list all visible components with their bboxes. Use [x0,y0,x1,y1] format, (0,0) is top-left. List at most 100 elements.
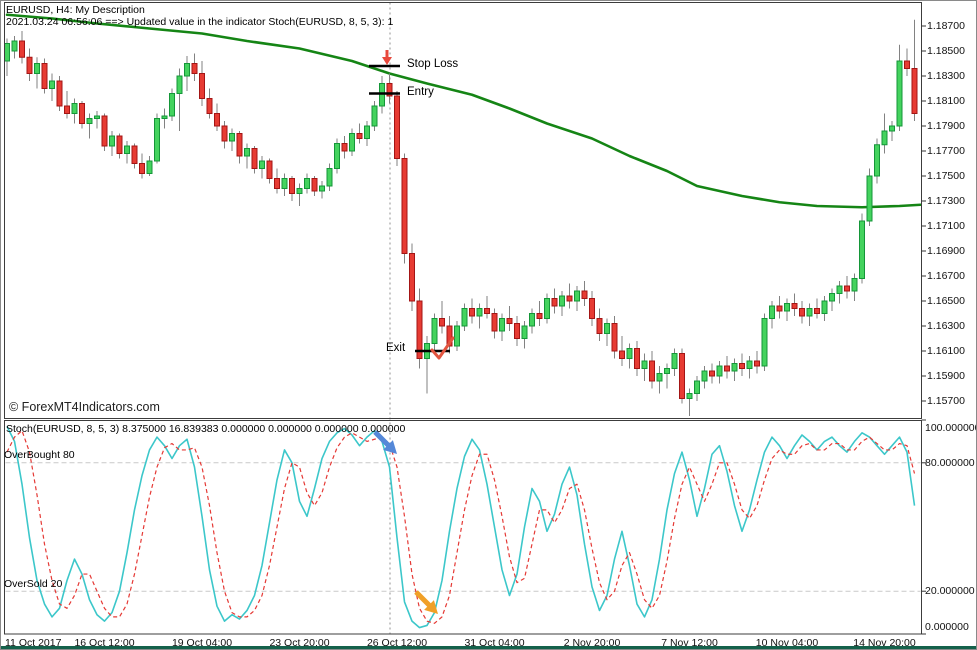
bull-candle [829,293,835,302]
bull-candle [559,295,565,307]
bull-candle [866,175,873,222]
bear-candle [416,300,423,359]
bear-candle [649,360,655,382]
bear-candle [911,68,918,114]
bear-candle [814,308,820,314]
stop-loss-line[interactable] [369,64,400,68]
price-axis-label: 1.15700 [927,395,965,407]
bear-candle [341,143,348,152]
stoch-level-lines [5,462,921,592]
stop-loss-label: Stop Loss [407,58,459,70]
bear-candle [79,103,85,124]
bull-candle [364,125,370,139]
entry-line[interactable] [369,92,400,95]
bear-candle [611,323,618,352]
price-axis-label: 1.16100 [927,345,965,357]
bull-candle [281,178,288,189]
bear-candle [199,73,205,99]
bull-candle [304,178,310,189]
bear-candle [619,350,625,359]
price-axis-label: 1.16500 [927,295,965,307]
bull-candle [731,363,738,372]
bear-candle [131,145,138,164]
bull-candle [544,298,550,319]
bull-candle [184,63,190,77]
stoch-main-line [6,426,916,629]
bull-candle [296,188,303,194]
exit-signal-arrow-icon [414,590,438,614]
watermark: © ForexMT4Indicators.com [9,400,160,414]
bull-candle [604,323,610,334]
bear-candle [709,370,715,377]
bull-candle [86,118,93,124]
bear-candle [491,313,498,332]
bear-candle [266,160,273,179]
stoch-axis-label: 0.000000 [925,621,969,633]
bull-candle [4,43,10,62]
price-axis-label: 1.17300 [927,195,965,207]
bull-candle [686,393,693,399]
panel-borders [4,2,926,635]
bull-candle [71,103,78,114]
bull-candle [761,318,768,367]
bear-candle [754,360,760,367]
exit-label: Exit [386,342,406,354]
bear-candle [64,105,70,114]
bull-candle [521,325,528,339]
bull-candle [146,160,153,174]
bear-candle [446,325,453,347]
moving-average-line [5,13,922,209]
bull-candle [34,63,40,74]
price-axis-label: 1.16300 [927,320,965,332]
bear-candle [679,353,685,399]
bear-candle [19,40,25,58]
bear-candle [439,318,445,327]
bull-candle [371,105,378,127]
entry-signal-arrow-icon [373,430,397,454]
bull-candle [176,75,183,94]
bear-candle [214,113,220,127]
price-axis-label: 1.18100 [927,95,965,107]
bear-candle [514,323,520,339]
bull-candle [821,300,828,314]
price-axis-label: 1.18500 [927,45,965,57]
stoch-axis-label: 80.000000 [925,456,975,469]
bear-candle [191,63,198,74]
bear-candle [56,80,63,107]
bull-candle [334,143,340,169]
bull-candle [94,115,100,119]
bear-candle [116,135,123,154]
bull-candle [746,360,753,369]
overbought-label: OverBought 80 [4,449,75,461]
bear-candle [506,318,513,324]
bear-candle [566,295,573,302]
bull-candle [454,325,460,347]
bear-candle [551,298,558,307]
bear-candle [776,305,783,312]
bull-candle [716,365,723,377]
bull-candle [109,135,115,147]
symbol-info-line: EURUSD, H4: My Description [6,4,145,16]
bear-candle [724,365,730,372]
bear-candle [536,313,543,319]
bear-candle [791,303,798,309]
bull-candle [889,125,895,132]
bull-candle [461,308,468,327]
bull-candle [784,303,790,312]
bear-candle [409,253,415,302]
price-axis-label: 1.16700 [927,270,965,282]
stop-loss-arrow-icon [382,50,392,65]
bear-candle [589,298,595,319]
bear-candle [101,115,108,147]
bull-candle [836,285,843,294]
bull-candle [859,220,865,279]
bear-candle [386,83,393,97]
bull-candle [529,313,535,327]
bear-candle [41,63,48,89]
bear-candle [274,178,280,189]
bear-candle [844,285,850,292]
stoch-axis-label: 100.000000 [925,422,977,434]
bull-candle [701,370,708,382]
